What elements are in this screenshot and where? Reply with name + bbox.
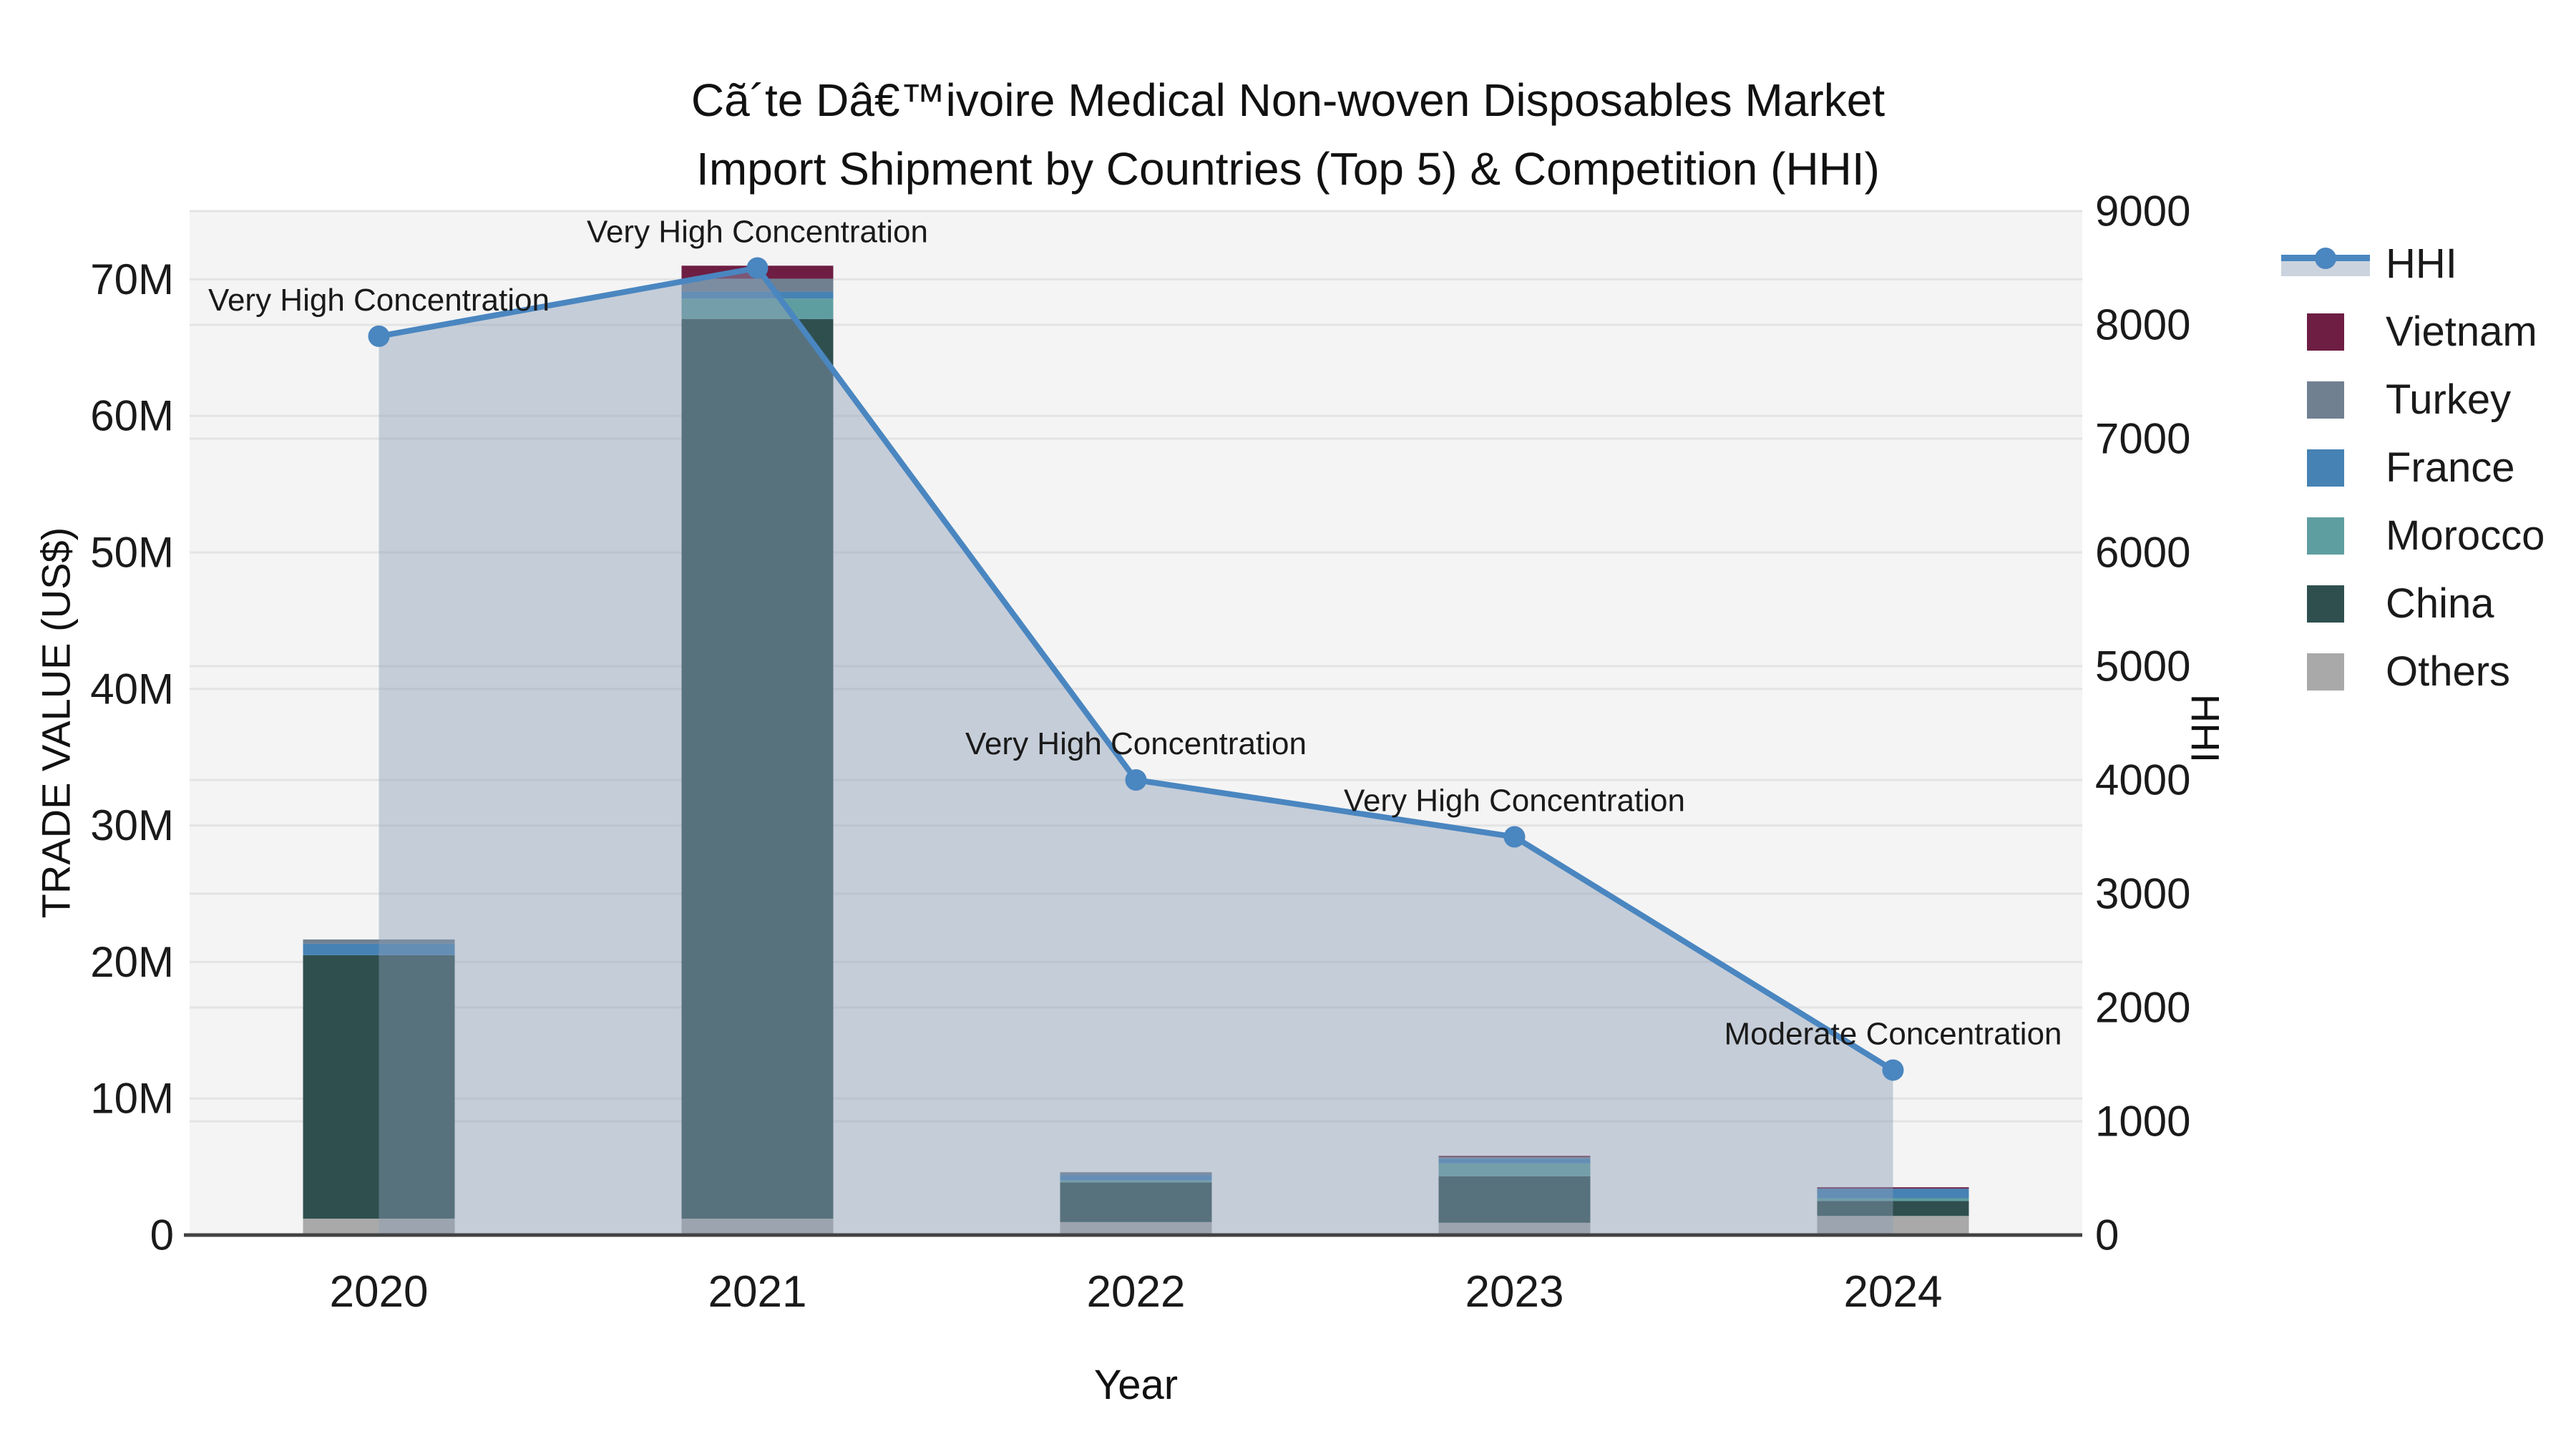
legend-label: Morocco [2386,512,2545,559]
y-left-tick-label: 30M [90,801,174,849]
hhi-marker [746,257,769,279]
annotation: Moderate Concentration [1724,1016,2062,1051]
y-right-tick-label: 1000 [2095,1098,2190,1146]
legend-item-others[interactable]: Others [2275,638,2545,706]
bar-segment-china [681,318,834,1219]
bar-segment-morocco [681,298,834,319]
x-tick-label: 2020 [330,1267,429,1317]
bar-segment-vietnam [1438,1156,1591,1158]
hhi-area-fill [379,268,1893,1235]
chart-title-line1: Cã´te Dâ€™ivoire Medical Non-woven Dispo… [691,74,1885,126]
legend-label: Others [2386,648,2511,695]
hhi-marker [1503,826,1526,848]
color-swatch-icon [2275,381,2383,419]
hhi-line-swatch-icon [2275,247,2383,280]
x-tick-label: 2024 [1844,1267,1943,1317]
y-left-tick-label: 40M [90,665,174,713]
y-left-tick-label: 60M [90,392,174,440]
y-left-tick-label: 10M [90,1075,174,1123]
plot-area-background [190,211,2082,1235]
legend-label: France [2386,444,2515,491]
legend-item-vietnam[interactable]: Vietnam [2275,298,2545,366]
legend-label: HHI [2386,240,2457,287]
x-tick-label: 2021 [708,1267,807,1317]
x-tick-label: 2022 [1087,1267,1186,1317]
y-right-axis-title: HHI [2182,693,2228,763]
y-right-tick-label: 3000 [2095,870,2190,918]
y-right-tick-label: 5000 [2095,643,2190,691]
bar-segment-turkey [1060,1172,1212,1176]
color-swatch-icon [2275,313,2383,351]
annotation: Very High Concentration [587,215,928,250]
bar-segment-france [1060,1175,1212,1181]
bar-segment-others [1438,1222,1591,1235]
y-right-tick-label: 8000 [2095,301,2190,349]
bar-segment-others [1817,1216,1969,1235]
bar-segment-others [303,1219,455,1235]
bar-segment-france [1438,1158,1591,1163]
y-left-axis-title: TRADE VALUE (US$) [33,527,79,919]
bar-segment-others [681,1219,834,1235]
bar-segment-china [1817,1201,1969,1216]
y-left-tick-label: 50M [90,529,174,577]
bar-segment-china [1060,1182,1212,1222]
legend: HHI Vietnam Turkey France Morocco China Others [2275,230,2545,706]
bar-segment-china [1438,1176,1591,1223]
bar-segment-turkey [681,278,834,292]
bar-segment-france [303,943,455,955]
color-swatch-icon [2275,517,2383,555]
y-left-tick-label: 20M [90,938,174,986]
bar-segment-morocco [1438,1163,1591,1176]
bar-segment-morocco [1060,1180,1212,1183]
hhi-marker [1125,769,1147,791]
x-tick-label: 2023 [1465,1267,1564,1317]
bar-segment-vietnam [1817,1187,1969,1189]
y-right-tick-label: 6000 [2095,529,2190,577]
chart-title: Cã´te Dâ€™ivoire Medical Non-woven Dispo… [0,66,2576,203]
bar-segment-turkey [303,939,455,944]
y-right-tick-label: 2000 [2095,984,2190,1032]
legend-item-france[interactable]: France [2275,434,2545,502]
y-right-tick-label: 0 [2095,1211,2119,1259]
bar-segment-france [681,291,834,299]
color-swatch-icon [2275,585,2383,623]
y-right-tick-label: 9000 [2095,187,2190,235]
chart-title-line2: Import Shipment by Countries (Top 5) & C… [696,143,1880,195]
legend-label: Turkey [2386,376,2512,423]
color-swatch-icon [2275,653,2383,691]
hhi-marker [368,325,390,347]
color-swatch-icon [2275,449,2383,487]
annotation: Very High Concentration [208,283,550,318]
y-left-tick-label: 70M [90,255,174,303]
y-left-tick-label: 0 [150,1211,174,1259]
legend-label: China [2386,580,2494,627]
bar-segment-china [303,955,455,1219]
bar-segment-france [1817,1189,1969,1199]
bar-segment-others [1060,1221,1212,1235]
legend-item-morocco[interactable]: Morocco [2275,502,2545,570]
annotation: Very High Concentration [1344,784,1685,819]
x-axis-title: Year [1093,1362,1179,1408]
legend-item-hhi[interactable]: HHI [2275,230,2545,298]
legend-item-china[interactable]: China [2275,570,2545,638]
legend-item-turkey[interactable]: Turkey [2275,366,2545,434]
bar-segment-turkey [1438,1157,1591,1159]
y-right-tick-label: 7000 [2095,415,2190,463]
annotation: Very High Concentration [965,726,1307,761]
hhi-marker [1882,1059,1904,1081]
y-right-tick-label: 4000 [2095,756,2190,804]
bar-segment-morocco [1817,1198,1969,1201]
legend-label: Vietnam [2386,308,2537,355]
